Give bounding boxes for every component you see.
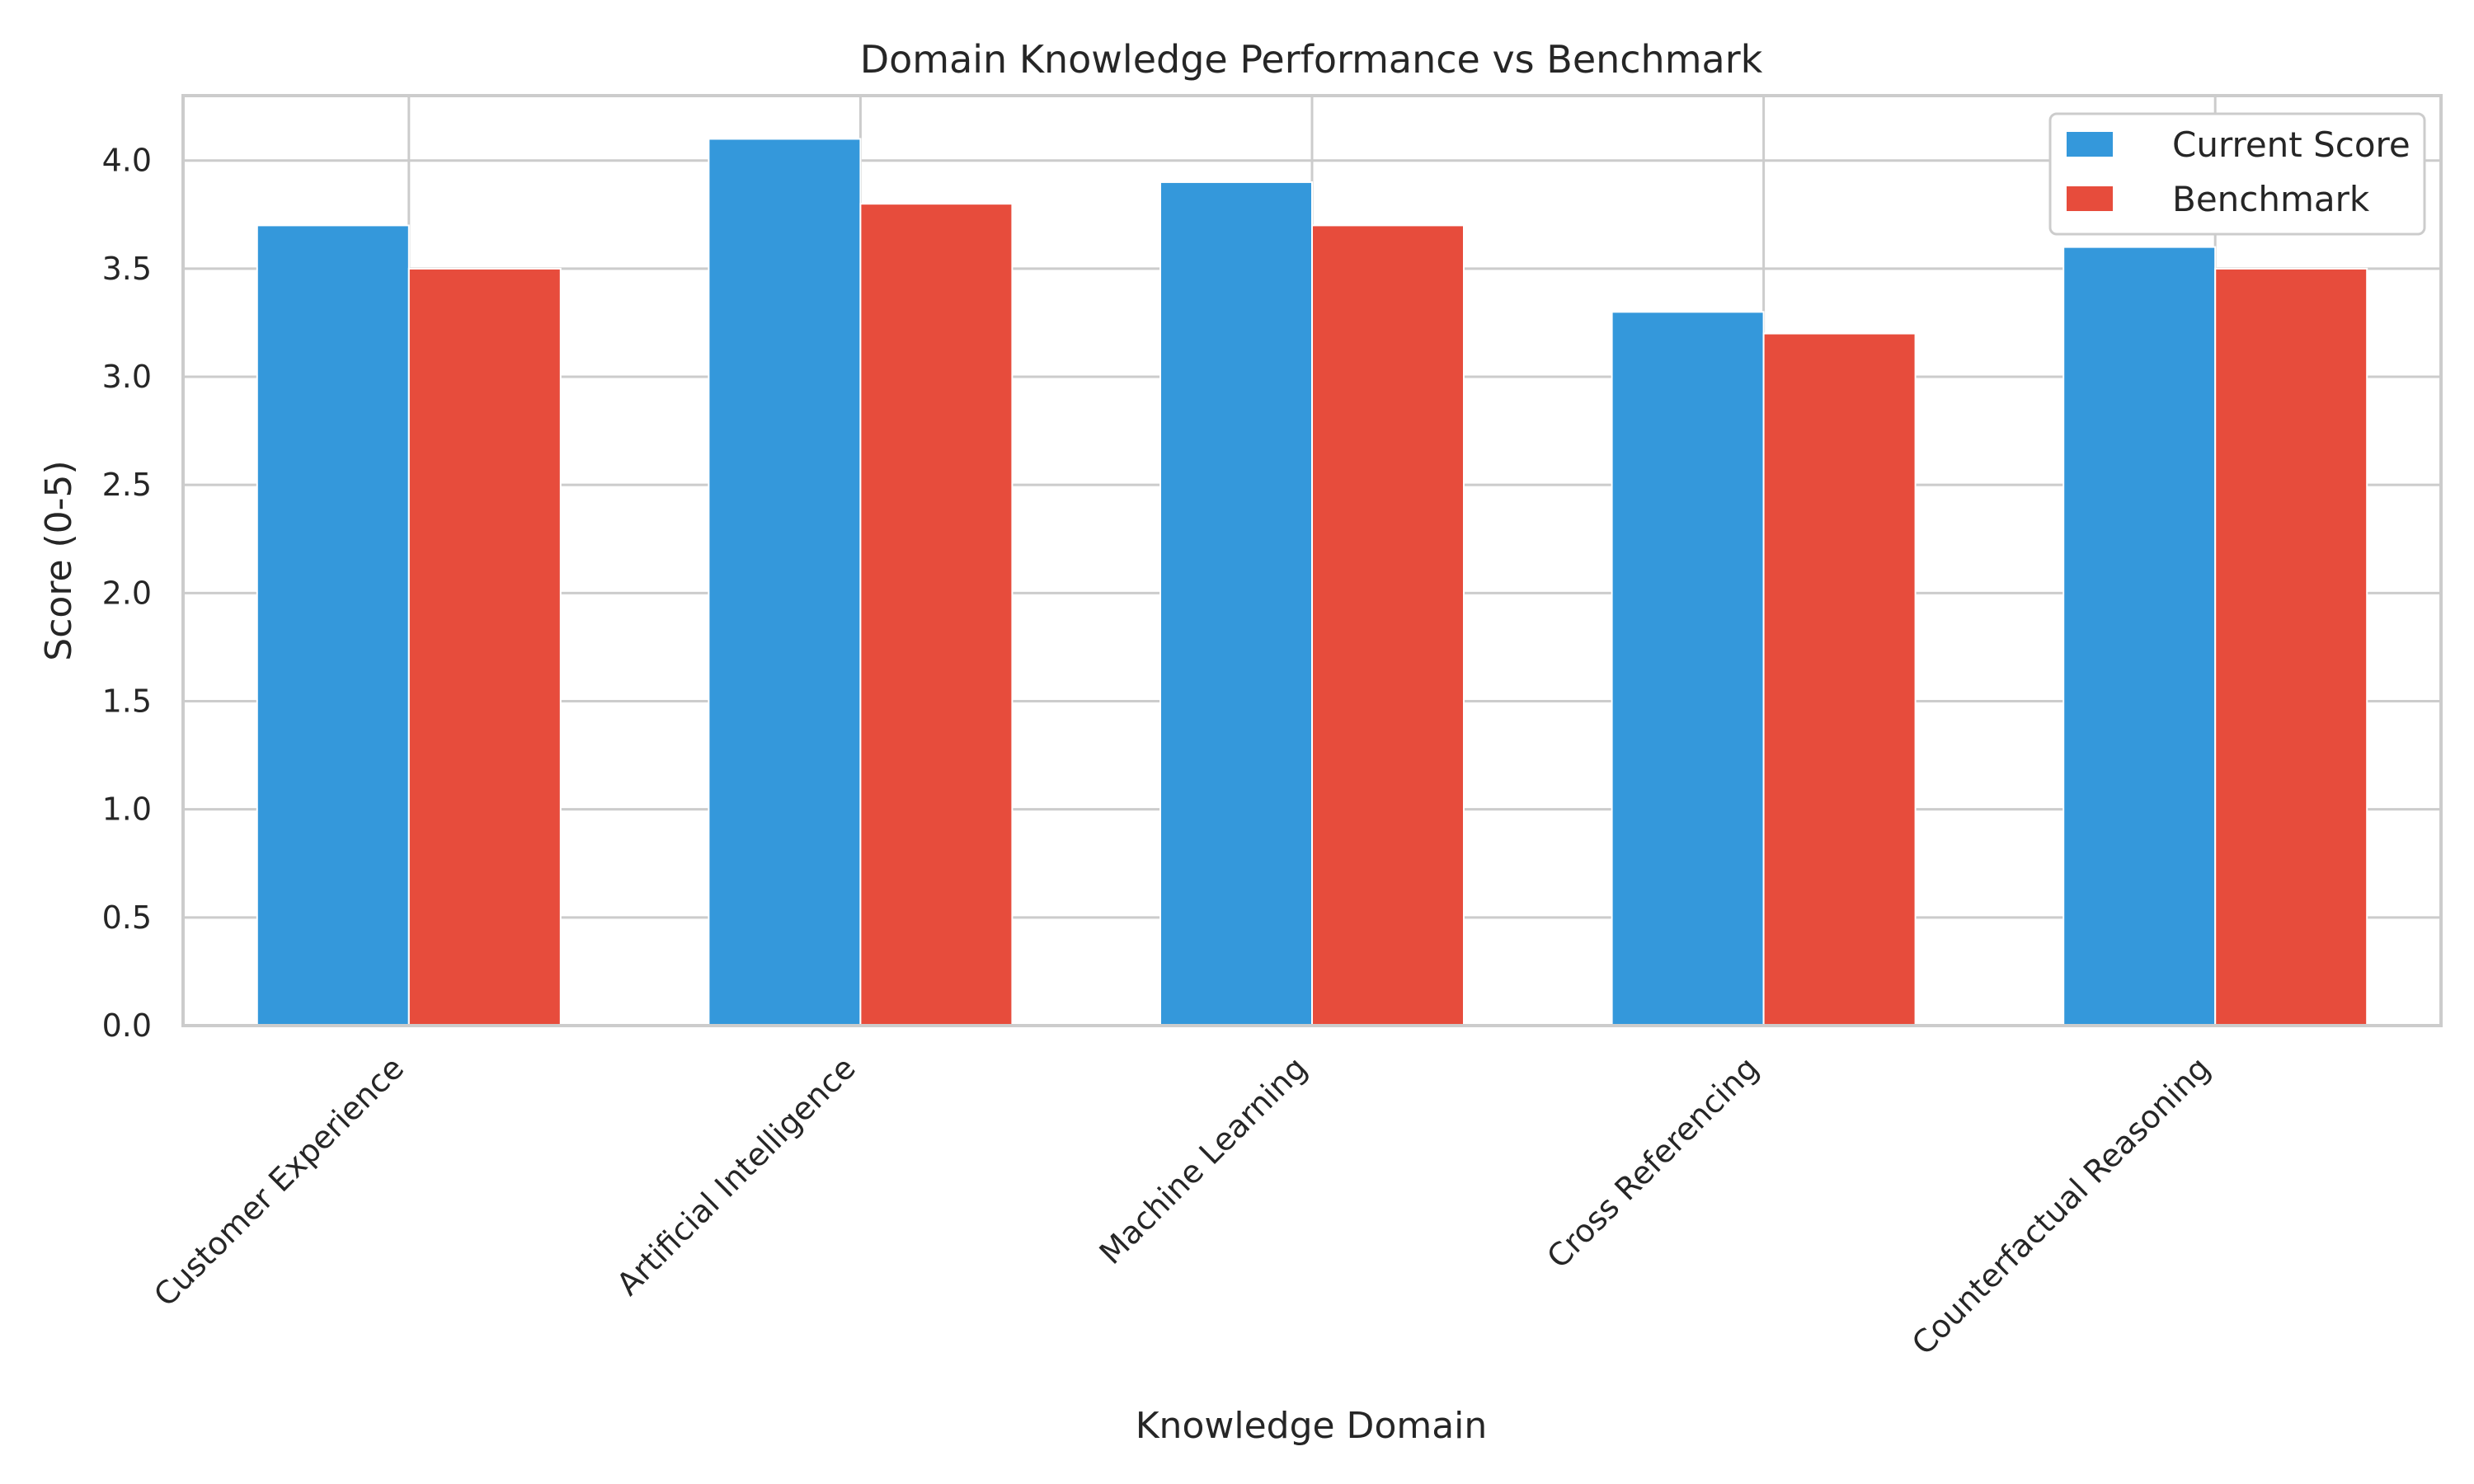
legend-swatch-benchmark [2067,186,2113,211]
y-tick-label: 1.0 [102,791,152,828]
x-axis-label: Knowledge Domain [1136,1405,1488,1447]
bar-benchmark-cross-referencing [1762,332,1917,1026]
y-tick-label: 2.0 [102,575,152,611]
y-ticks: 0.0 0.5 1.0 1.5 2.0 2.5 3.0 3.5 4.0 [102,143,152,1044]
x-tick-label: Machine Learning [1093,1050,1315,1271]
bar-current-score-customer-experience [256,224,410,1027]
legend-swatch-current-score [2067,132,2113,157]
bar-benchmark-artificial-intelligence [859,203,1014,1027]
x-ticks: Customer Experience Artificial Intelligen… [147,1050,2217,1362]
y-tick-label: 3.5 [102,251,152,287]
y-tick-label: 0.5 [102,899,152,936]
chart-title: Domain Knowledge Performance vs Benchmar… [860,37,1763,82]
legend-label-current-score: Current Score [2172,124,2411,165]
bar-benchmark-counterfactual-reasoning [2214,267,2368,1026]
y-tick-label: 1.5 [102,683,152,720]
y-tick-label: 4.0 [102,143,152,179]
x-tick-label: Artificial Intelligence [609,1050,863,1303]
y-tick-label: 3.0 [102,359,152,395]
legend: Current Score Benchmark [2048,112,2426,236]
bar-benchmark-machine-learning [1311,224,1465,1027]
y-axis-label: Score (0-5) [38,460,80,660]
y-tick-label: 2.5 [102,467,152,503]
bar-current-score-artificial-intelligence [708,138,862,1027]
plot-frame [181,94,2443,1027]
bar-current-score-cross-referencing [1611,311,1765,1027]
bar-current-score-counterfactual-reasoning [2062,246,2217,1026]
bar-benchmark-customer-experience [407,267,562,1026]
bars [256,138,2368,1027]
x-tick-label: Cross Referencing [1540,1050,1766,1275]
y-tick-label: 0.0 [102,1007,152,1044]
legend-box [2048,112,2426,236]
bar-current-score-machine-learning [1159,181,1313,1026]
legend-label-benchmark: Benchmark [2172,179,2370,219]
x-tick-label: Customer Experience [147,1050,411,1313]
x-tick-label: Counterfactual Reasoning [1905,1050,2218,1362]
